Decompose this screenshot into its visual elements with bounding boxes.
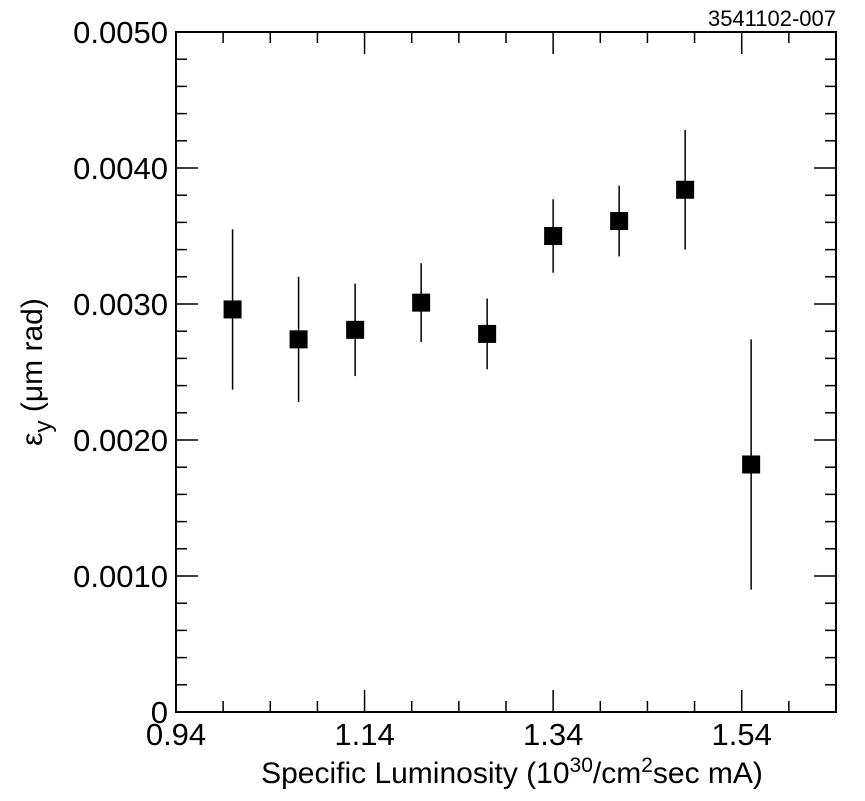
- y-tick-label: 0.0040: [73, 151, 168, 186]
- data-point: [412, 293, 431, 312]
- y-tick-label: 0.0010: [73, 559, 168, 594]
- data-point: [346, 320, 365, 339]
- data-point: [544, 227, 563, 245]
- y-tick-label: 0.0020: [73, 423, 168, 458]
- x-tick-label: 1.34: [523, 717, 583, 752]
- y-tick-label: 0: [151, 695, 168, 730]
- data-point: [610, 212, 629, 231]
- data-point: [742, 455, 761, 474]
- x-tick-label: 0.94: [146, 717, 206, 752]
- y-tick-label: 0.0050: [73, 15, 168, 50]
- data-points: [223, 129, 761, 590]
- data-point: [223, 300, 242, 319]
- y-tick-label: 0.0030: [73, 287, 168, 322]
- x-tick-label: 1.14: [334, 717, 394, 752]
- data-point: [289, 330, 308, 349]
- y-axis-title: εy (μm rad): [16, 298, 57, 446]
- data-point: [676, 180, 695, 199]
- data-point: [478, 324, 497, 343]
- plot-frame: [175, 31, 837, 713]
- axis-tick-labels: 0 0.0010 0.0020 0.0030 0.0040 0.0050 0.94 1.14 1…: [73, 15, 772, 752]
- x-tick-label: 1.54: [712, 717, 772, 752]
- figure-id: 3541102-007: [708, 6, 836, 31]
- axis-ticks: [175, 31, 837, 713]
- x-axis-title: Specific Luminosity (1030/cm2sec mA): [261, 754, 763, 790]
